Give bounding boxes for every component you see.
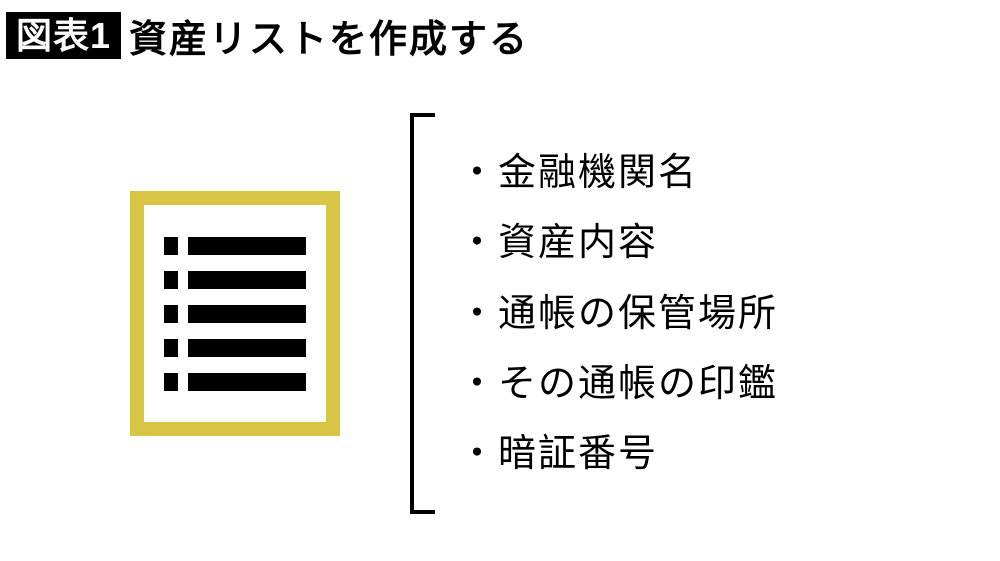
- doc-line-icon: [188, 237, 306, 255]
- header: 図表1 資産リストを作成する: [0, 0, 1000, 63]
- doc-row: [164, 339, 306, 357]
- list-item: ・資産内容: [458, 208, 778, 278]
- doc-bullet-icon: [164, 237, 178, 255]
- doc-row: [164, 305, 306, 323]
- document-list-icon: [130, 191, 340, 436]
- doc-bullet-icon: [164, 339, 178, 357]
- doc-bullet-icon: [164, 373, 178, 391]
- doc-bullet-icon: [164, 271, 178, 289]
- figure-title: 資産リストを作成する: [129, 8, 529, 63]
- content-area: ・金融機関名 ・資産内容 ・通帳の保管場所 ・その通帳の印鑑 ・暗証番号: [0, 113, 1000, 514]
- doc-bullet-icon: [164, 305, 178, 323]
- doc-row: [164, 373, 306, 391]
- doc-row: [164, 237, 306, 255]
- doc-line-icon: [188, 271, 306, 289]
- bracket-container: ・金融機関名 ・資産内容 ・通帳の保管場所 ・その通帳の印鑑 ・暗証番号: [410, 113, 778, 514]
- doc-line-icon: [188, 339, 306, 357]
- doc-line-icon: [188, 373, 306, 391]
- doc-row: [164, 271, 306, 289]
- bracket-bottom: [410, 510, 435, 514]
- list-item: ・通帳の保管場所: [458, 279, 778, 349]
- figure-badge: 図表1: [6, 12, 121, 59]
- list-item: ・その通帳の印鑑: [458, 349, 778, 419]
- left-bracket-icon: [410, 113, 428, 514]
- doc-line-icon: [188, 305, 306, 323]
- list-item: ・暗証番号: [458, 419, 778, 489]
- asset-list: ・金融機関名 ・資産内容 ・通帳の保管場所 ・その通帳の印鑑 ・暗証番号: [428, 113, 778, 514]
- bracket-top: [410, 113, 435, 117]
- list-item: ・金融機関名: [458, 138, 778, 208]
